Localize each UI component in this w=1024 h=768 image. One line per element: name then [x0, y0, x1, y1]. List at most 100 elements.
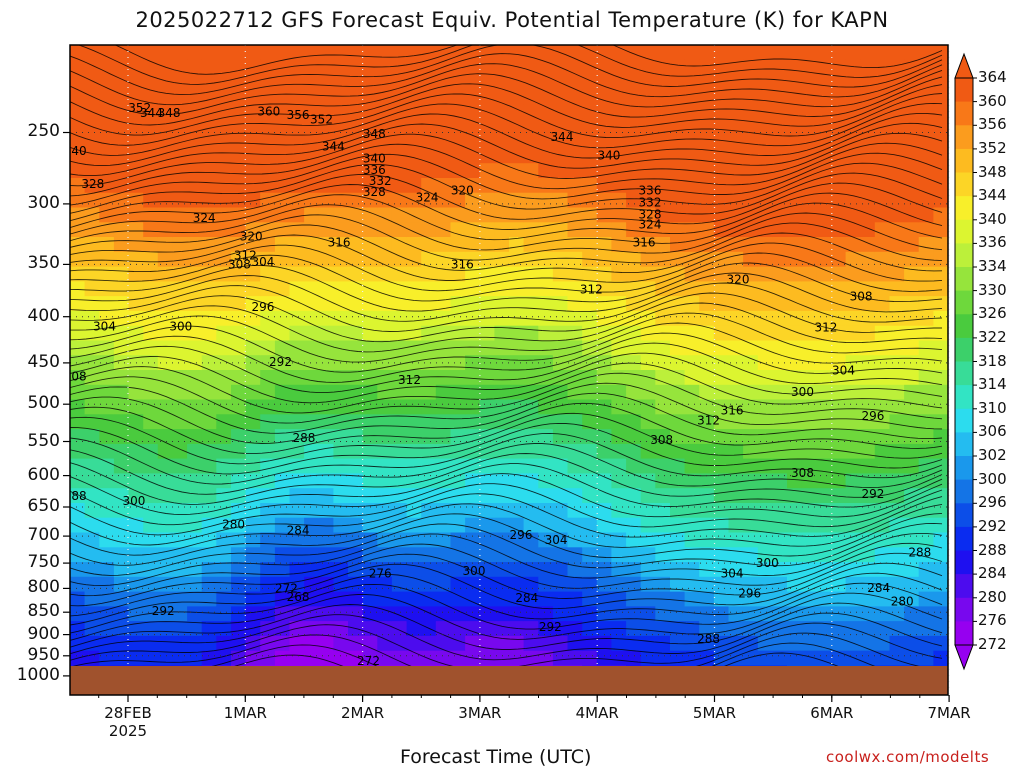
field-cell [743, 310, 759, 327]
field-cell [743, 118, 759, 135]
field-cell [435, 621, 451, 637]
contour-label: 280 [222, 518, 245, 532]
contour-label: 288 [908, 546, 931, 560]
field-cell [684, 650, 700, 667]
field-cell [216, 384, 232, 401]
field-cell [406, 414, 422, 430]
field-cell [538, 45, 554, 61]
field-cell [743, 532, 759, 548]
field-cell [845, 384, 861, 401]
field-cell [874, 635, 890, 652]
field-cell [289, 118, 305, 135]
field-cell [933, 296, 948, 312]
field-cell [918, 517, 934, 534]
contour-label: 328 [81, 177, 104, 191]
field-cell [889, 281, 905, 297]
field-cell [509, 178, 525, 194]
contour-label: 308 [791, 466, 814, 480]
field-cell [201, 635, 217, 652]
field-cell [713, 296, 730, 312]
field-cell [538, 325, 554, 342]
field-cell [830, 399, 847, 415]
field-cell [640, 207, 656, 223]
field-cell [231, 133, 247, 149]
field-cell [845, 266, 861, 282]
field-cell [509, 163, 525, 179]
field-cell [743, 414, 759, 430]
field-cell [684, 74, 700, 90]
field-cell [70, 576, 86, 593]
field-cell [918, 89, 934, 105]
field-cell [289, 133, 305, 149]
field-cell [801, 621, 817, 637]
field-cell [757, 310, 773, 327]
field-cell [874, 148, 890, 164]
field-cell [684, 473, 700, 489]
field-cell [450, 532, 466, 548]
field-cell [918, 635, 934, 652]
field-cell [801, 251, 817, 268]
field-cell [143, 606, 159, 622]
contour-label: 344 [140, 106, 163, 120]
field-cell [860, 148, 876, 164]
contour-label-bg [0, 288, 4, 301]
field-cell [289, 207, 305, 223]
field-cell [377, 384, 393, 401]
field-cell [421, 148, 437, 164]
colorbar-label: 364 [978, 68, 1007, 86]
field-cell [172, 148, 188, 164]
field-cell [713, 384, 730, 401]
field-cell [494, 163, 510, 179]
field-cell [450, 74, 466, 90]
field-cell [231, 473, 247, 489]
contour-label: 336 [363, 163, 386, 177]
field-cell [523, 192, 539, 209]
field-cell [157, 45, 173, 61]
field-cell [830, 310, 847, 327]
field-cell [538, 104, 554, 120]
field-cell [655, 399, 671, 415]
colorbar-swatch [955, 290, 973, 315]
field-cell [684, 606, 700, 622]
field-cell [596, 310, 612, 327]
field-cell [231, 414, 247, 430]
field-cell [187, 384, 203, 401]
field-cell [611, 399, 627, 415]
field-cell [640, 355, 656, 371]
field-cell [187, 59, 203, 76]
field-cell [421, 133, 437, 149]
field-cell [348, 576, 364, 593]
field-cell [333, 547, 349, 563]
contour-line [70, 342, 943, 394]
credit-link[interactable]: coolwx.com/modelts [826, 748, 990, 766]
field-cell [494, 118, 510, 135]
field-cell [845, 355, 861, 371]
field-cell [391, 148, 408, 164]
field-cell [860, 325, 876, 342]
field-cell [274, 325, 291, 342]
field-cell [567, 340, 583, 356]
field-cell [523, 443, 539, 460]
field-cell [626, 310, 642, 327]
colorbar-label: 326 [978, 304, 1007, 323]
colorbar-swatch [955, 78, 973, 103]
field-cell [479, 591, 495, 607]
field-cell [509, 104, 525, 120]
field-cell [216, 178, 232, 194]
field-cell [479, 606, 495, 622]
field-cell [743, 296, 759, 312]
field-cell [538, 74, 554, 90]
field-cell [567, 576, 583, 593]
field-cell [84, 340, 100, 356]
field-cell [128, 133, 144, 149]
field-cell [494, 517, 510, 534]
field-cell [172, 532, 188, 548]
field-cell [538, 310, 554, 327]
field-cell [596, 635, 612, 652]
field-cell [128, 576, 144, 593]
field-cell [699, 591, 715, 607]
field-cell [816, 118, 832, 135]
field-cell [757, 429, 773, 445]
field-cell [494, 562, 510, 578]
field-cell [538, 118, 554, 135]
